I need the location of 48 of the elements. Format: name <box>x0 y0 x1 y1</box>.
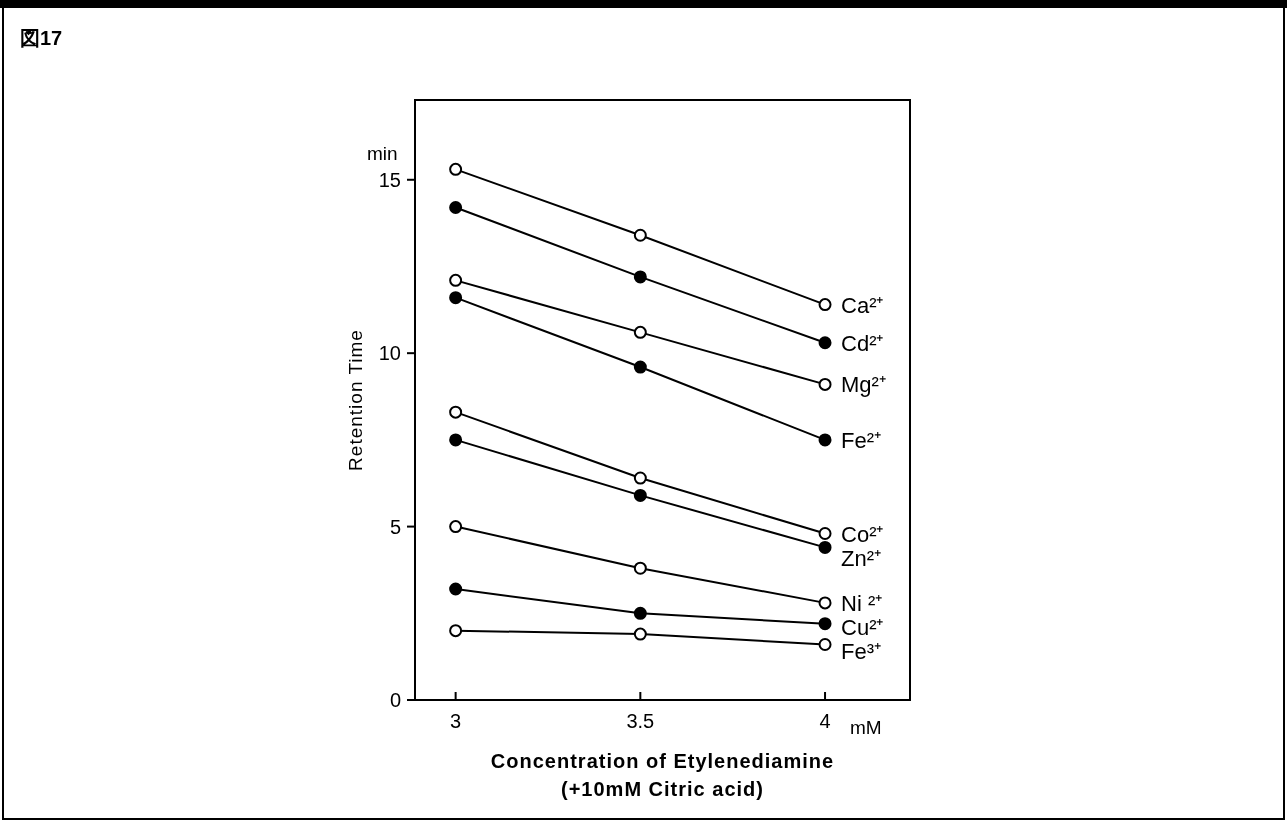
point <box>818 527 832 541</box>
point <box>818 433 832 447</box>
series-label: Fe²⁺ <box>841 427 882 453</box>
x-tick-label: 4 <box>819 710 831 732</box>
point <box>449 291 463 305</box>
x-tick-label: 3 <box>450 710 462 732</box>
point <box>633 471 647 485</box>
point <box>449 273 463 287</box>
y-tick-label: 5 <box>389 515 401 538</box>
series-label: Zn²⁺ <box>841 545 882 571</box>
point <box>633 627 647 641</box>
series-label: Cd²⁺ <box>841 330 884 356</box>
point <box>449 520 463 534</box>
point <box>449 162 463 176</box>
point <box>818 540 832 554</box>
y-axis-title: Retention Time <box>345 329 366 471</box>
point <box>818 596 832 610</box>
series-label: Ni ²⁺ <box>841 590 883 616</box>
point <box>818 336 832 350</box>
point <box>633 270 647 284</box>
x-tick-label: 3.5 <box>626 710 655 732</box>
y-tick-label: 10 <box>378 342 401 365</box>
point <box>633 228 647 242</box>
point <box>633 360 647 374</box>
x-axis-title: Concentration of Etylenediamine (+10mM Citric acid) <box>490 750 835 800</box>
series-label: Ca²⁺ <box>841 292 884 318</box>
point <box>633 488 647 502</box>
text: min <box>367 143 398 164</box>
series-label: Mg²⁺ <box>841 372 886 398</box>
point <box>633 561 647 575</box>
point <box>818 617 832 631</box>
text: mM <box>850 717 882 738</box>
point <box>449 201 463 215</box>
series-label: Cu²⁺ <box>841 614 884 640</box>
y-tick-label: 0 <box>389 689 401 711</box>
text: 図17 <box>20 27 63 49</box>
point <box>449 624 463 638</box>
point <box>633 606 647 620</box>
point <box>818 377 832 391</box>
point <box>449 433 463 447</box>
point <box>818 298 832 312</box>
y-tick-label: 15 <box>378 168 401 191</box>
series-label: Fe³⁺ <box>841 638 882 664</box>
point <box>449 405 463 419</box>
point <box>449 582 463 596</box>
point <box>818 638 832 652</box>
series-label: Co²⁺ <box>841 521 884 547</box>
point <box>633 325 647 339</box>
